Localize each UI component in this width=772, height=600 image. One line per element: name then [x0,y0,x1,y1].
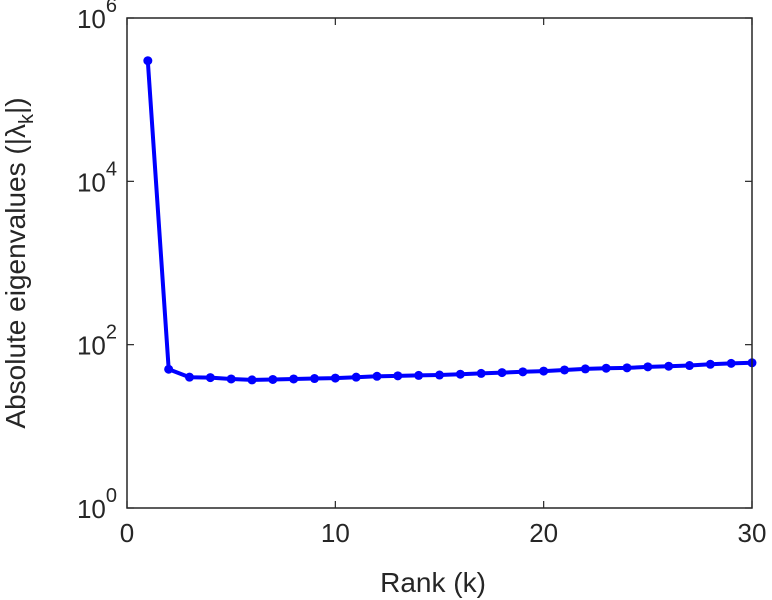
data-point [268,374,278,384]
data-point [580,364,590,374]
plot-area [127,18,752,508]
data-point [643,362,653,372]
x-tick-label: 0 [120,518,134,548]
data-point [143,56,153,66]
series-layer [143,56,757,385]
data-point [726,358,736,368]
x-axis-title: Rank (k) [380,567,486,598]
y-tick-label: 106 [77,0,117,34]
data-point [539,366,549,376]
y-tick-label-exponent: 2 [106,322,117,344]
data-point [289,374,299,384]
data-point [664,361,674,371]
y-axis-title-prefix: Absolute eigenvalues (| [0,138,31,429]
data-point [435,370,444,380]
data-point [310,374,319,384]
y-axis-title-subscript: k [16,113,38,124]
data-point [414,370,424,380]
y-tick-label-base: 10 [77,4,106,34]
data-point [497,368,507,378]
data-point [685,361,694,371]
data-point [518,367,528,377]
data-point [164,364,174,374]
data-point [247,375,257,385]
axes-box [126,17,753,509]
y-tick-label: 102 [77,322,117,361]
data-point [622,363,632,373]
y-tick-label: 104 [77,158,117,197]
y-axis-title: Absolute eigenvalues (|λk|) [0,97,38,428]
data-point [185,372,194,382]
data-point [226,374,236,384]
data-point [330,373,340,383]
x-tick-label: 20 [529,518,558,548]
data-point [205,373,215,383]
x-tick-label: 30 [738,518,767,548]
data-point [393,371,403,381]
y-axis-title-suffix: |) [0,97,31,114]
data-point [601,363,611,373]
x-tick-label: 10 [321,518,350,548]
y-axis-title-lambda: λ [0,124,31,138]
y-tick-label-base: 10 [77,331,106,361]
y-tick-label-exponent: 0 [106,485,117,507]
data-point [705,359,715,369]
y-tick-label: 100 [77,485,117,524]
data-point [476,368,486,378]
y-tick-label-base: 10 [77,494,106,524]
y-tick-label-base: 10 [77,167,106,197]
ticks-layer [126,17,753,509]
data-point [455,369,465,379]
data-point [372,371,382,381]
y-tick-label-exponent: 4 [106,158,117,180]
data-point [560,365,569,375]
data-point [351,372,361,382]
y-tick-label-exponent: 6 [106,0,117,17]
